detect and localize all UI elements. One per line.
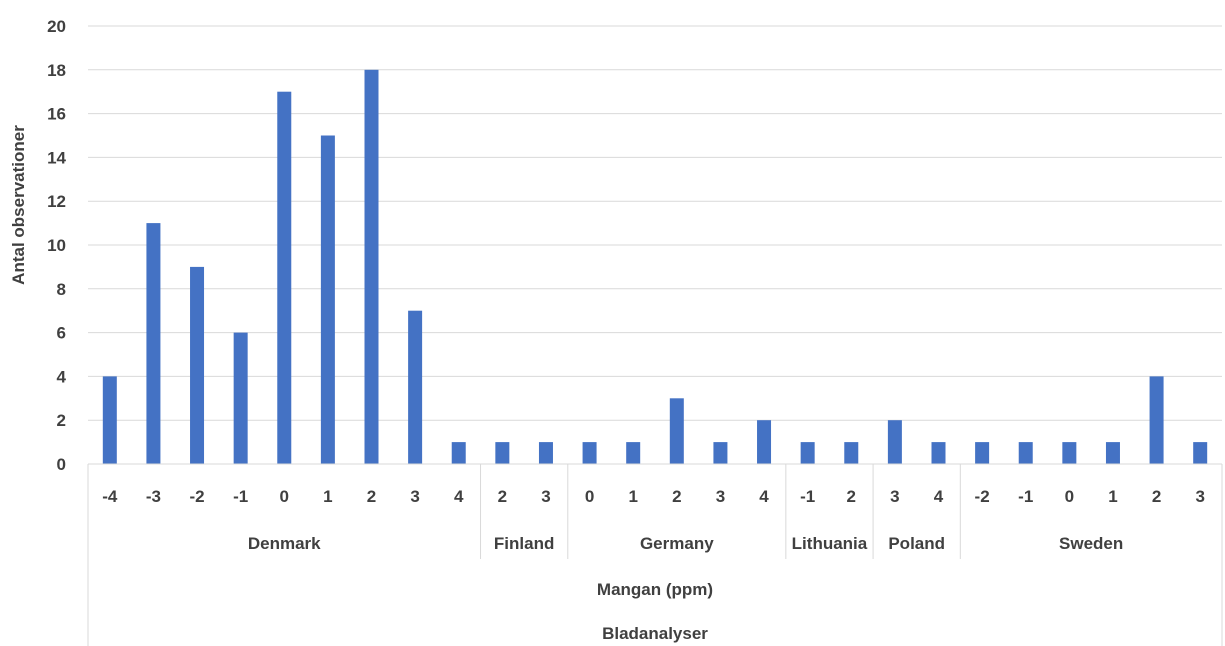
bar [931,442,946,464]
x-tick-label: 4 [934,487,944,506]
x-tick-label: -2 [189,487,204,506]
bar [887,420,902,464]
x-tick-label: 2 [367,487,376,506]
bar [800,442,815,464]
gridlines [88,25,1222,465]
x-tick-label: -4 [102,487,118,506]
x-tick-label: -3 [146,487,161,506]
x-tick-label: 1 [323,487,332,506]
x-tick-label: 2 [498,487,507,506]
bars [102,69,1208,465]
bar [364,69,379,465]
bar [1149,376,1164,464]
y-tick-label: 8 [57,280,66,299]
bar [233,332,248,464]
group-label: Finland [494,534,554,553]
bar [277,91,292,464]
bar [1018,442,1033,464]
x-tick-label: 2 [672,487,681,506]
bar [1193,442,1208,464]
bar [1105,442,1120,464]
y-tick-label: 18 [47,61,66,80]
x-tick-label: 3 [1195,487,1204,506]
x-tick-label: 0 [585,487,594,506]
x-tick-label: 4 [759,487,769,506]
y-tick-label: 0 [57,455,66,474]
y-tick-label: 10 [47,236,66,255]
y-tick-label: 12 [47,192,66,211]
x-tick-label: 0 [1065,487,1074,506]
y-axis-title: Antal observationer [9,125,28,285]
bar [538,442,553,464]
x-tick-label: 1 [1108,487,1117,506]
x-tick-label: 4 [454,487,464,506]
bar [713,442,728,464]
bar [1062,442,1077,464]
bar [146,223,161,464]
y-tick-label: 6 [57,324,66,343]
y-tick-label: 2 [57,411,66,430]
bar [582,442,597,464]
bar [190,266,205,464]
bar [844,442,859,464]
bar [757,420,772,464]
bar [975,442,990,464]
x-tick-label: -1 [233,487,248,506]
bar [320,135,335,464]
bar [102,376,117,464]
y-tick-label: 20 [47,17,66,36]
x-tick-label: -2 [975,487,990,506]
group-label: Sweden [1059,534,1123,553]
x-tick-label: 0 [280,487,289,506]
x-tick-label: 1 [628,487,637,506]
group-label: Denmark [248,534,321,553]
y-axis-ticks: 0 2 4 6 8 10 12 14 16 18 20 [47,17,66,474]
x-tick-label: -1 [800,487,815,506]
x-tick-label: 3 [716,487,725,506]
x-axis-title-outer: Bladanalyser [602,624,708,643]
x-axis: -4 -3 -2 -1 0 1 2 3 4 2 3 0 1 2 3 4 -1 2 3 4 -2 -1 0 1 2 3 Denmark… [87,463,1223,646]
y-tick-label: 16 [47,105,66,124]
x-tick-label: -1 [1018,487,1033,506]
x-tick-label: 3 [541,487,550,506]
y-tick-label: 4 [57,367,67,386]
bar [408,310,423,464]
bar [451,442,466,464]
group-label: Lithuania [792,534,868,553]
x-tick-label: 3 [410,487,419,506]
group-label: Poland [888,534,945,553]
x-axis-title-inner: Mangan (ppm) [597,580,713,599]
group-label: Germany [640,534,714,553]
bar [669,398,684,464]
x-tick-label: 2 [1152,487,1161,506]
bar [626,442,641,464]
x-tick-label: 3 [890,487,899,506]
bar [495,442,510,464]
y-tick-label: 14 [47,148,66,167]
x-tick-label: 2 [847,487,856,506]
